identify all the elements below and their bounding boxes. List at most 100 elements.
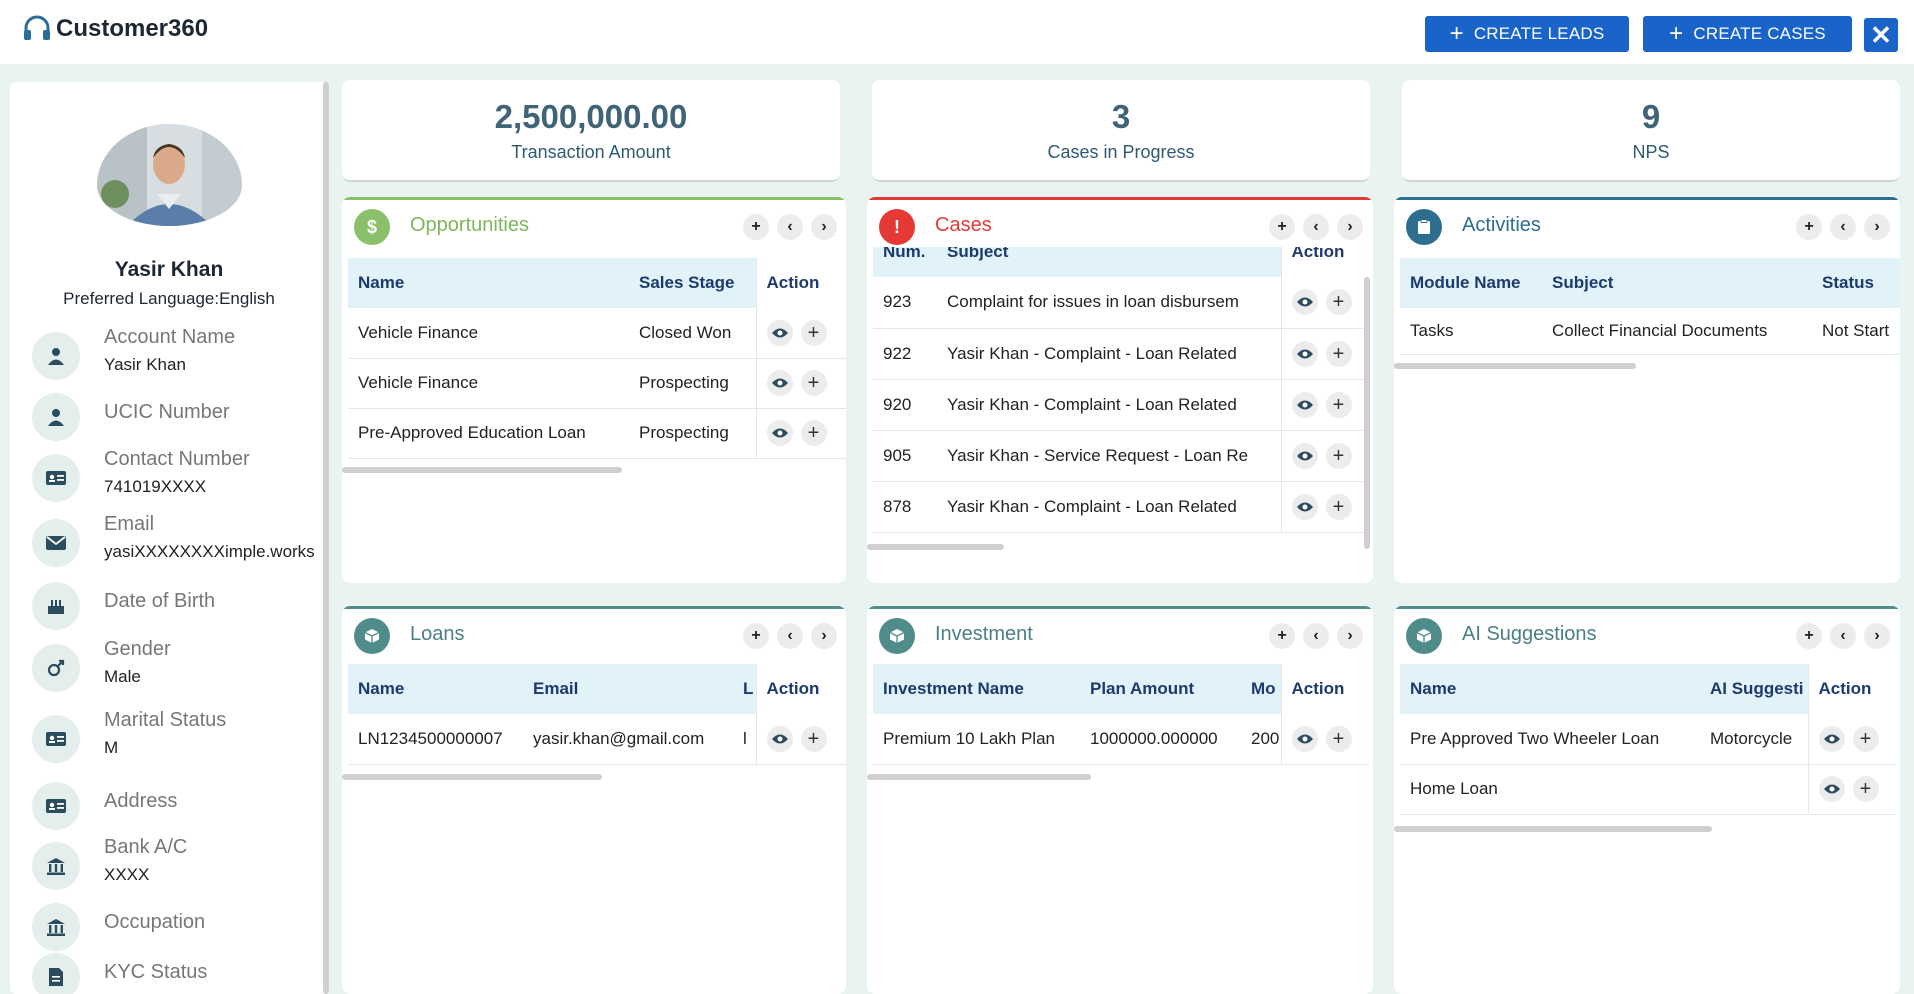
activities-table-viewport: Module Name Subject Status Tasks Collect… bbox=[1400, 258, 1900, 358]
add-row-button[interactable]: + bbox=[800, 370, 827, 396]
document-icon bbox=[32, 953, 80, 994]
table-row[interactable]: 923 Complaint for issues in loan disburs… bbox=[873, 277, 1369, 329]
horizontal-scrollbar[interactable] bbox=[342, 467, 622, 473]
vertical-scrollbar[interactable] bbox=[1364, 277, 1370, 549]
add-row-button[interactable]: + bbox=[1325, 340, 1352, 367]
field-label: Contact Number bbox=[104, 448, 250, 470]
panel-accent bbox=[1394, 606, 1900, 609]
panel-title: Opportunities bbox=[410, 214, 529, 236]
next-button[interactable]: › bbox=[1864, 214, 1890, 240]
column-header[interactable]: Module Name bbox=[1400, 258, 1542, 308]
column-header[interactable]: Investment Name bbox=[873, 664, 1080, 714]
table-row[interactable]: 922 Yasir Khan - Complaint - Loan Relate… bbox=[873, 328, 1369, 380]
add-row-button[interactable]: + bbox=[1325, 442, 1352, 469]
action-cell: + bbox=[755, 408, 846, 459]
column-header[interactable]: Num. bbox=[873, 247, 937, 277]
add-row-button[interactable]: + bbox=[1325, 493, 1352, 520]
table-row[interactable]: Tasks Collect Financial Documents Not St… bbox=[1400, 308, 1900, 355]
table-row[interactable]: 920 Yasir Khan - Complaint - Loan Relate… bbox=[873, 379, 1369, 431]
next-button[interactable]: › bbox=[1337, 214, 1363, 240]
add-row-button[interactable]: + bbox=[800, 319, 827, 346]
add-row-button[interactable]: + bbox=[1325, 391, 1352, 418]
view-button[interactable] bbox=[766, 370, 793, 396]
view-button[interactable] bbox=[1818, 776, 1845, 802]
add-button[interactable]: + bbox=[743, 623, 769, 649]
add-button[interactable]: + bbox=[1269, 623, 1295, 649]
gender-icon bbox=[32, 644, 80, 692]
table-row[interactable]: Pre Approved Two Wheeler Loan Motorcycle… bbox=[1400, 714, 1896, 765]
next-button[interactable]: › bbox=[811, 623, 837, 649]
stat-nps: 9 NPS bbox=[1402, 80, 1900, 182]
prev-button[interactable]: ‹ bbox=[777, 623, 803, 649]
table-row[interactable]: Home Loan + bbox=[1400, 764, 1896, 815]
cell-plan-amount: 1000000.000000 bbox=[1080, 714, 1241, 765]
add-row-button[interactable]: + bbox=[1852, 725, 1879, 752]
field-value: M bbox=[104, 738, 119, 757]
panel-title: Activities bbox=[1462, 214, 1541, 236]
field-label: Date of Birth bbox=[104, 590, 216, 612]
table-row[interactable]: Vehicle Finance Prospecting + bbox=[348, 358, 846, 409]
column-header[interactable]: Subject bbox=[937, 247, 1281, 277]
view-button[interactable] bbox=[1291, 442, 1318, 469]
column-header[interactable]: Subject bbox=[1542, 258, 1812, 308]
column-header[interactable]: Name bbox=[348, 664, 523, 714]
view-button[interactable] bbox=[1291, 493, 1318, 520]
table-row[interactable]: 905 Yasir Khan - Service Request - Loan … bbox=[873, 430, 1369, 482]
field-label: Marital Status bbox=[104, 709, 227, 731]
view-button[interactable] bbox=[1291, 725, 1318, 752]
add-button[interactable]: + bbox=[1796, 214, 1822, 240]
view-button[interactable] bbox=[1291, 289, 1318, 316]
prev-button[interactable]: ‹ bbox=[1303, 623, 1329, 649]
column-header[interactable]: L bbox=[741, 664, 756, 714]
create-leads-button[interactable]: + CREATE LEADS bbox=[1425, 16, 1629, 52]
view-button[interactable] bbox=[1291, 340, 1318, 367]
view-button[interactable] bbox=[1818, 725, 1845, 752]
horizontal-scrollbar[interactable] bbox=[1394, 363, 1636, 369]
column-header[interactable]: Sales Stage bbox=[629, 258, 756, 308]
eye-icon bbox=[1296, 349, 1313, 358]
close-button[interactable]: ✕ bbox=[1864, 18, 1898, 52]
add-button[interactable]: + bbox=[1269, 214, 1295, 240]
loans-panel: Loans + ‹ › Name Email L Action LN123450… bbox=[342, 606, 846, 994]
add-row-button[interactable]: + bbox=[800, 420, 827, 446]
column-header[interactable]: Name bbox=[348, 258, 629, 308]
column-header[interactable]: Plan Amount bbox=[1080, 664, 1241, 714]
horizontal-scrollbar[interactable] bbox=[1394, 826, 1712, 832]
column-header[interactable]: Mo bbox=[1241, 664, 1281, 714]
add-row-button[interactable]: + bbox=[1325, 725, 1352, 752]
view-button[interactable] bbox=[766, 319, 793, 346]
sidebar-scrollbar[interactable] bbox=[323, 82, 329, 994]
add-row-button[interactable]: + bbox=[1325, 289, 1352, 316]
prev-button[interactable]: ‹ bbox=[1830, 214, 1856, 240]
view-button[interactable] bbox=[766, 725, 793, 752]
add-row-button[interactable]: + bbox=[1852, 776, 1879, 802]
next-button[interactable]: › bbox=[811, 214, 837, 240]
column-header[interactable]: Email bbox=[523, 664, 741, 714]
field-label: KYC Status bbox=[104, 961, 208, 983]
column-header[interactable]: AI Suggesti bbox=[1700, 664, 1808, 714]
prev-button[interactable]: ‹ bbox=[777, 214, 803, 240]
view-button[interactable] bbox=[1291, 391, 1318, 418]
opportunities-panel: $ Opportunities + ‹ › Name Sales Stage A… bbox=[342, 197, 846, 583]
horizontal-scrollbar[interactable] bbox=[342, 774, 602, 780]
create-cases-button[interactable]: + CREATE CASES bbox=[1643, 16, 1852, 52]
column-header[interactable]: Name bbox=[1400, 664, 1700, 714]
prev-button[interactable]: ‹ bbox=[1830, 623, 1856, 649]
customer-profile-sidebar: Yasir Khan Preferred Language:English Ac… bbox=[10, 82, 328, 994]
cell-number: 920 bbox=[873, 379, 937, 431]
prev-button[interactable]: ‹ bbox=[1303, 214, 1329, 240]
table-row[interactable]: Pre-Approved Education Loan Prospecting … bbox=[348, 408, 846, 459]
add-row-button[interactable]: + bbox=[800, 725, 827, 752]
table-row[interactable]: 878 Yasir Khan - Complaint - Loan Relate… bbox=[873, 481, 1369, 533]
next-button[interactable]: › bbox=[1337, 623, 1363, 649]
view-button[interactable] bbox=[766, 420, 793, 446]
horizontal-scrollbar[interactable] bbox=[867, 544, 1004, 550]
table-row[interactable]: LN1234500000007 yasir.khan@gmail.com l + bbox=[348, 714, 846, 765]
column-header[interactable]: Status bbox=[1812, 258, 1900, 308]
add-button[interactable]: + bbox=[743, 214, 769, 240]
horizontal-scrollbar[interactable] bbox=[867, 774, 1091, 780]
add-button[interactable]: + bbox=[1796, 623, 1822, 649]
table-row[interactable]: Vehicle Finance Closed Won + bbox=[348, 308, 846, 359]
next-button[interactable]: › bbox=[1864, 623, 1890, 649]
table-row[interactable]: Premium 10 Lakh Plan 1000000.000000 200 … bbox=[873, 714, 1369, 765]
